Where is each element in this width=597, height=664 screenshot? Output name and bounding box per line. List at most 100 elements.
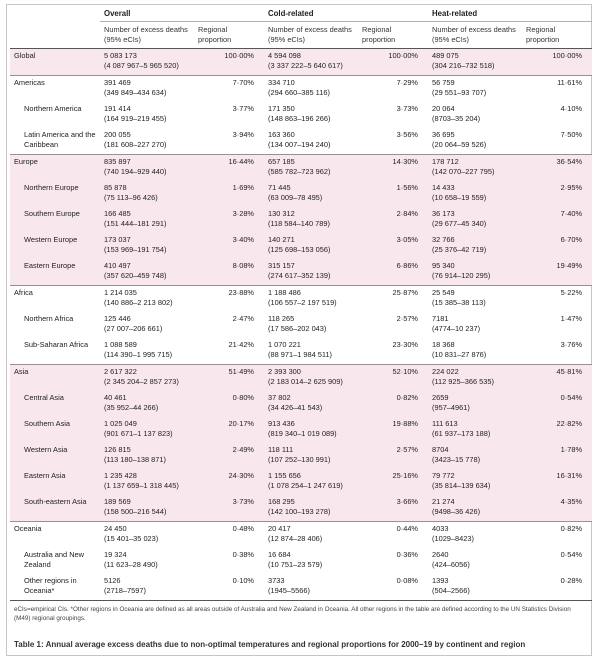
confidence-interval: (10 658–19 559) — [432, 193, 487, 202]
regional-proportion: 3·28% — [194, 207, 265, 233]
region-name: Southern Europe — [10, 207, 100, 233]
confidence-interval: (901 671–1 137 823) — [104, 429, 173, 438]
confidence-interval: (1029–8423) — [432, 534, 474, 543]
confidence-interval: (17 586–202 043) — [268, 324, 327, 333]
table-body: Global 5 083 173 (4 087 967–5 965 520) 100·… — [10, 48, 593, 601]
table-row: Northern Africa 125 446 (27 007–206 661) 2·… — [10, 312, 592, 338]
regional-proportion: 16·44% — [194, 154, 265, 181]
regional-proportion: 3·94% — [232, 130, 255, 139]
excess-deaths-cell: 224 022 (112 925–366 535) — [428, 364, 523, 391]
regional-proportion: 11·61% — [522, 75, 593, 102]
excess-deaths-value: 1 155 656 — [268, 471, 301, 480]
regional-proportion: 23·30% — [392, 340, 419, 349]
confidence-interval: (12 874–28 406) — [268, 534, 323, 543]
region-name: Northern Europe — [10, 181, 100, 207]
confidence-interval: (8703–35 204) — [432, 114, 481, 123]
confidence-interval: (15 385–38 113) — [432, 298, 486, 307]
regional-proportion: 0·48% — [194, 521, 265, 548]
excess-deaths-value: 4 594 098 — [268, 51, 301, 60]
confidence-interval: (294 660–385 116) — [268, 88, 330, 97]
confidence-interval: (1 137 659–1 318 445) — [104, 481, 179, 490]
excess-deaths-cell: 71 445 (63 009–78 495) — [264, 181, 359, 207]
confidence-interval: (504–2566) — [432, 586, 470, 595]
regional-proportion: 20·17% — [194, 417, 265, 443]
regional-proportion: 3·73% — [396, 104, 419, 113]
confidence-interval: (9498–36 426) — [432, 507, 481, 516]
excess-deaths-cell: 2659 (957–4961) — [428, 391, 523, 417]
region-name: Northern America — [24, 104, 82, 113]
excess-deaths-value: 4033 — [432, 524, 449, 533]
confidence-interval: (29 551–93 707) — [432, 88, 487, 97]
confidence-interval: (63 009–78 495) — [268, 193, 323, 202]
excess-deaths-cell: 140 271 (125 698–153 056) — [264, 233, 359, 259]
regional-proportion: 3·73% — [194, 495, 265, 522]
excess-deaths-cell: 95 340 (76 914–120 295) — [428, 259, 523, 286]
confidence-interval: (27 007–206 661) — [104, 324, 163, 333]
confidence-interval: (35 952–44 266) — [104, 403, 159, 412]
table-row: Southern Europe 166 485 (151 444–181 291) 3… — [10, 207, 593, 233]
confidence-interval: (2718–7597) — [104, 586, 146, 595]
table-row: Europe 835 897 (740 194–929 440) 16·44% 657 … — [10, 154, 593, 181]
confidence-interval: (20 064–59 526) — [432, 140, 487, 149]
excess-deaths-value: 173 037 — [104, 235, 131, 244]
excess-deaths-value: 8704 — [432, 445, 449, 454]
regional-proportion: 1·56% — [358, 181, 429, 207]
regional-proportion: 1·47% — [560, 314, 583, 323]
confidence-interval: (134 007–194 240) — [268, 140, 331, 149]
confidence-interval: (11 623–28 490) — [104, 560, 158, 569]
table-row: Eastern Europe 410 497 (357 620–459 748) 8·… — [10, 259, 593, 286]
excess-deaths-value: 130 312 — [268, 209, 295, 218]
region-name: Northern Africa — [24, 314, 74, 323]
excess-deaths-cell: 4033 (1029–8423) — [428, 521, 523, 548]
regional-proportion: 8·08% — [194, 259, 265, 286]
regional-proportion: 4·35% — [522, 495, 593, 522]
regional-proportion: 6·70% — [522, 233, 593, 259]
excess-deaths-value: 2659 — [432, 393, 449, 402]
excess-deaths-value: 171 350 — [268, 104, 295, 113]
confidence-interval: (2 183 014–2 625 909) — [268, 377, 343, 386]
regional-proportion: 5·22% — [522, 285, 593, 312]
regional-proportion: 2·47% — [232, 314, 255, 323]
excess-deaths-cell: 489 075 (304 216–732 518) — [428, 48, 523, 76]
excess-deaths-cell: 21 274 (9498–36 426) — [428, 495, 523, 522]
confidence-interval: (125 698–153 056) — [268, 245, 331, 254]
excess-deaths-cell: 18 368 (10 831–27 876) — [428, 338, 522, 365]
excess-deaths-cell: 32 766 (25 376–42 719) — [428, 233, 523, 259]
confidence-interval: (424–6056) — [432, 560, 470, 569]
region-name: Europe — [10, 154, 100, 181]
group-header-cold: Cold-related — [264, 8, 429, 22]
excess-deaths-cell: 334 710 (294 660–385 116) — [264, 75, 359, 102]
excess-deaths-cell: 2 617 322 (2 345 204–2 857 273) — [100, 364, 194, 391]
excess-deaths-value: 85 878 — [104, 183, 127, 192]
regional-proportion: 3·05% — [358, 233, 429, 259]
excess-deaths-value: 913 436 — [268, 419, 295, 428]
confidence-interval: (1 078 254–1 247 619) — [268, 481, 343, 490]
confidence-interval: (819 340–1 019 089) — [268, 429, 337, 438]
excess-deaths-value: 140 271 — [268, 235, 295, 244]
confidence-interval: (158 500–216 544) — [104, 507, 167, 516]
confidence-interval: (148 863–196 266) — [268, 114, 331, 123]
excess-deaths-cell: 85 878 (75 113–96 426) — [100, 181, 194, 207]
table-row: Other regions in Oceania* 5126 (2718–7597)… — [10, 574, 592, 601]
excess-deaths-cell: 166 485 (151 444–181 291) — [100, 207, 194, 233]
excess-deaths-cell: 189 569 (158 500–216 544) — [100, 495, 194, 522]
table-row: Americas 391 469 (349 849–434 634) 7·70% 334… — [10, 75, 593, 102]
column-header-proportion: Regional proportion — [362, 25, 396, 44]
excess-deaths-value: 224 022 — [432, 367, 459, 376]
excess-deaths-cell: 118 111 (107 252–130 991) — [264, 443, 359, 469]
excess-deaths-cell: 200 055 (181 608–227 270) — [100, 128, 194, 155]
regional-proportion: 45·81% — [522, 364, 593, 391]
excess-deaths-cell: 173 037 (153 969–191 754) — [100, 233, 194, 259]
confidence-interval: (3 337 222–5 640 617) — [268, 61, 343, 70]
excess-deaths-value: 56 759 — [432, 78, 455, 87]
regional-proportion: 6·86% — [358, 259, 429, 286]
excess-deaths-value: 410 497 — [104, 261, 131, 270]
table-row: Australia and New Zealand 19 324 (11 623–2… — [10, 548, 592, 574]
excess-deaths-cell: 37 802 (34 426–41 543) — [264, 391, 359, 417]
regional-proportion: 4·10% — [560, 104, 583, 113]
regional-proportion: 3·76% — [560, 340, 583, 349]
regional-proportion: 51·49% — [194, 364, 265, 391]
excess-deaths-cell: 1 214 035 (140 886–2 213 802) — [100, 285, 194, 312]
excess-deaths-value: 95 340 — [432, 261, 455, 270]
region-name: Eastern Europe — [10, 259, 100, 286]
